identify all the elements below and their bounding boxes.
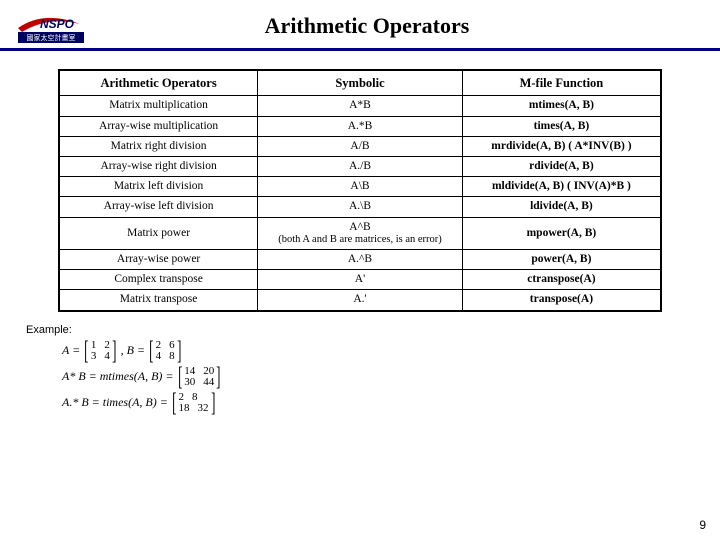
slide-number: 9 — [699, 518, 706, 532]
eq-lhs: A.* B = times(A, B) = — [62, 395, 168, 410]
cell-symbolic: A*B — [258, 96, 463, 116]
cell-operator: Array-wise multiplication — [59, 116, 258, 136]
eq-lhs: A = — [62, 343, 80, 358]
cell-symbolic: A\B — [258, 177, 463, 197]
cell-symbolic: A.*B — [258, 116, 463, 136]
example-math: A = [ 1234 ] , B = [ 2648 ] A* B = mtime… — [0, 340, 720, 414]
cell-symbolic: A./B — [258, 157, 463, 177]
table-row: Matrix transposeA.'transpose(A) — [59, 290, 661, 311]
table-row: Array-wise powerA.^Bpower(A, B) — [59, 249, 661, 269]
eq-lhs: A* B = mtimes(A, B) = — [62, 369, 174, 384]
cell-operator: Matrix left division — [59, 177, 258, 197]
cell-symbolic: A.\B — [258, 197, 463, 217]
example-label: Example: — [0, 318, 720, 340]
cell-operator: Matrix multiplication — [59, 96, 258, 116]
col-header-symbolic: Symbolic — [258, 70, 463, 96]
cell-operator: Array-wise left division — [59, 197, 258, 217]
logo-subtext: 國家太空計畫室 — [27, 33, 76, 42]
table-row: Matrix right divisionA/Bmrdivide(A, B) (… — [59, 136, 661, 156]
example-line-3: A.* B = times(A, B) = [ 281832 ] — [62, 392, 720, 414]
cell-operator: Complex transpose — [59, 270, 258, 290]
table-row: Complex transposeA'ctranspose(A) — [59, 270, 661, 290]
col-header-mfile: M-file Function — [462, 70, 661, 96]
cell-symbolic: A' — [258, 270, 463, 290]
cell-mfile: ctranspose(A) — [462, 270, 661, 290]
table-row: Matrix left divisionA\Bmldivide(A, B) ( … — [59, 177, 661, 197]
cell-operator: Matrix right division — [59, 136, 258, 156]
matrix-AeB: [ 281832 ] — [170, 392, 217, 414]
matrix-A: [ 1234 ] — [82, 340, 118, 362]
example-line-2: A* B = mtimes(A, B) = [ 14203044 ] — [62, 366, 720, 388]
cell-symbolic: A^B(both A and B are matrices, is an err… — [258, 217, 463, 249]
cell-mfile: ldivide(A, B) — [462, 197, 661, 217]
table-row: Array-wise right divisionA./Brdivide(A, … — [59, 157, 661, 177]
nspo-logo: NSPO 國家太空計畫室 — [14, 8, 88, 44]
operators-table: Arithmetic Operators Symbolic M-file Fun… — [58, 69, 662, 312]
col-header-operators: Arithmetic Operators — [59, 70, 258, 96]
cell-mfile: transpose(A) — [462, 290, 661, 311]
cell-mfile: rdivide(A, B) — [462, 157, 661, 177]
cell-operator: Matrix power — [59, 217, 258, 249]
table-row: Array-wise multiplicationA.*Btimes(A, B) — [59, 116, 661, 136]
matrix-B: [ 2648 ] — [147, 340, 183, 362]
table-row: Matrix multiplicationA*Bmtimes(A, B) — [59, 96, 661, 116]
cell-operator: Array-wise power — [59, 249, 258, 269]
operators-table-container: Arithmetic Operators Symbolic M-file Fun… — [0, 51, 720, 318]
table-header-row: Arithmetic Operators Symbolic M-file Fun… — [59, 70, 661, 96]
table-row: Array-wise left divisionA.\Bldivide(A, B… — [59, 197, 661, 217]
cell-mfile: mrdivide(A, B) ( A*INV(B) ) — [462, 136, 661, 156]
cell-mfile: mpower(A, B) — [462, 217, 661, 249]
cell-mfile: power(A, B) — [462, 249, 661, 269]
cell-mfile: mtimes(A, B) — [462, 96, 661, 116]
eq-mid: , B = — [121, 343, 145, 358]
cell-operator: Matrix transpose — [59, 290, 258, 311]
cell-operator: Array-wise right division — [59, 157, 258, 177]
cell-mfile: times(A, B) — [462, 116, 661, 136]
cell-symbolic: A.^B — [258, 249, 463, 269]
cell-symbolic: A.' — [258, 290, 463, 311]
matrix-AB: [ 14203044 ] — [176, 366, 223, 388]
cell-mfile: mldivide(A, B) ( INV(A)*B ) — [462, 177, 661, 197]
cell-symbolic: A/B — [258, 136, 463, 156]
svg-text:NSPO: NSPO — [40, 17, 75, 31]
slide-title: Arithmetic Operators — [88, 13, 706, 39]
slide-header: NSPO 國家太空計畫室 Arithmetic Operators — [0, 0, 720, 51]
table-row: Matrix powerA^B(both A and B are matrice… — [59, 217, 661, 249]
example-line-1: A = [ 1234 ] , B = [ 2648 ] — [62, 340, 720, 362]
